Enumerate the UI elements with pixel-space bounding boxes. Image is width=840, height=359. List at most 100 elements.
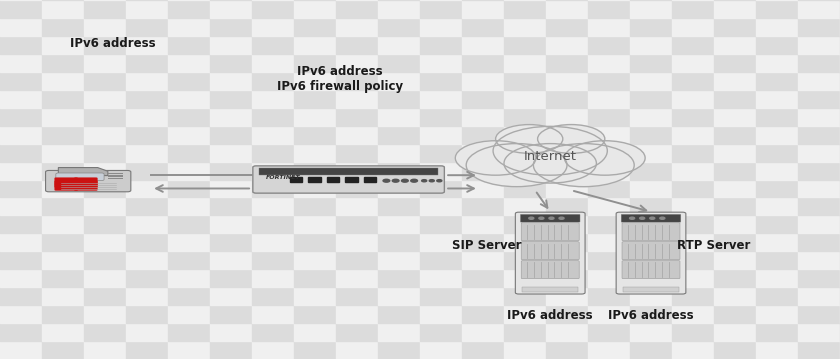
Bar [126,0,168,18]
Bar [378,341,420,359]
Bar [546,108,588,126]
Bar [504,36,546,54]
Bar [756,18,798,36]
Bar [462,233,504,251]
Bar [672,0,714,18]
Bar [126,323,168,341]
Bar [42,233,84,251]
Bar [588,126,630,144]
Circle shape [660,217,665,219]
Bar [42,72,84,90]
Bar [210,54,252,72]
Bar [504,251,546,269]
Bar [630,72,672,90]
Bar [168,287,210,305]
Bar [672,72,714,90]
Bar [84,54,126,72]
Bar [168,36,210,54]
Bar [126,305,168,323]
Bar [798,341,840,359]
Bar [630,180,672,197]
Bar [252,162,294,180]
Bar [588,215,630,233]
Bar [546,215,588,233]
FancyBboxPatch shape [55,173,104,181]
Bar [168,180,210,197]
FancyBboxPatch shape [521,261,580,279]
Bar [504,108,546,126]
Bar [378,72,420,90]
Circle shape [504,144,596,183]
Bar [798,144,840,162]
Bar [0,269,42,287]
Bar [714,72,756,90]
Bar [336,54,378,72]
Bar [672,54,714,72]
Bar [210,162,252,180]
Circle shape [630,217,635,219]
Bar [546,233,588,251]
Bar [252,36,294,54]
Bar [630,144,672,162]
Text: IPv6 address: IPv6 address [70,37,155,50]
Circle shape [496,125,563,153]
Bar [336,0,378,18]
Text: IPv6 address
IPv6 firewall policy: IPv6 address IPv6 firewall policy [277,65,403,93]
Bar [42,323,84,341]
Bar [126,215,168,233]
Bar [672,287,714,305]
Bar [462,251,504,269]
Bar [84,90,126,108]
Bar [378,287,420,305]
Bar [336,72,378,90]
Bar [294,215,336,233]
Bar [756,215,798,233]
Bar [522,287,579,292]
Bar [84,305,126,323]
Bar [756,54,798,72]
Bar [462,54,504,72]
Bar [84,215,126,233]
Bar [42,269,84,287]
Bar [0,341,42,359]
Bar [0,251,42,269]
Bar [126,251,168,269]
Bar [504,126,546,144]
Bar [210,323,252,341]
Bar [420,341,462,359]
Bar [336,305,378,323]
Bar [546,305,588,323]
Bar [504,18,546,36]
Bar [252,90,294,108]
Bar [714,36,756,54]
Bar [462,197,504,215]
Bar [0,36,42,54]
Bar [126,72,168,90]
Bar [294,323,336,341]
Circle shape [564,141,645,175]
Bar [504,144,546,162]
Bar [84,233,126,251]
Bar [504,269,546,287]
Bar [714,233,756,251]
Bar [84,126,126,144]
Bar [672,144,714,162]
Bar [42,0,84,18]
Bar [252,215,294,233]
Bar [84,341,126,359]
Bar [420,54,462,72]
Bar [504,341,546,359]
Bar [546,36,588,54]
Bar [168,162,210,180]
Bar [630,108,672,126]
Bar [378,162,420,180]
Bar [462,180,504,197]
Bar [462,215,504,233]
Bar [630,341,672,359]
Bar [126,108,168,126]
Bar [294,126,336,144]
Bar [714,215,756,233]
Bar [714,269,756,287]
Circle shape [383,179,390,182]
Bar [756,233,798,251]
